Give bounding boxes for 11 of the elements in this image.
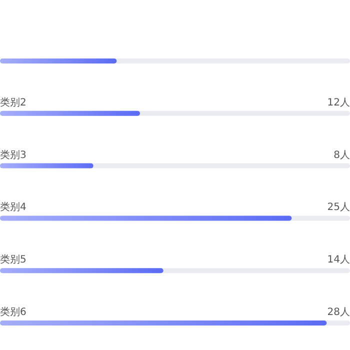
y-tick-label: 类别4 xyxy=(0,201,26,214)
y-tick-label: 类别6 xyxy=(0,306,26,318)
data-label: 8人 xyxy=(334,150,350,161)
data-label: 12人 xyxy=(327,97,350,108)
y-tick-label: 类别5 xyxy=(0,254,26,266)
y-tick-label: 类别2 xyxy=(0,96,26,108)
data-label: 25人 xyxy=(327,202,350,214)
y-tick-label: 类别3 xyxy=(0,148,26,161)
data-label: 14人 xyxy=(327,254,350,266)
bar xyxy=(0,163,94,168)
data-label: 28人 xyxy=(327,307,350,318)
